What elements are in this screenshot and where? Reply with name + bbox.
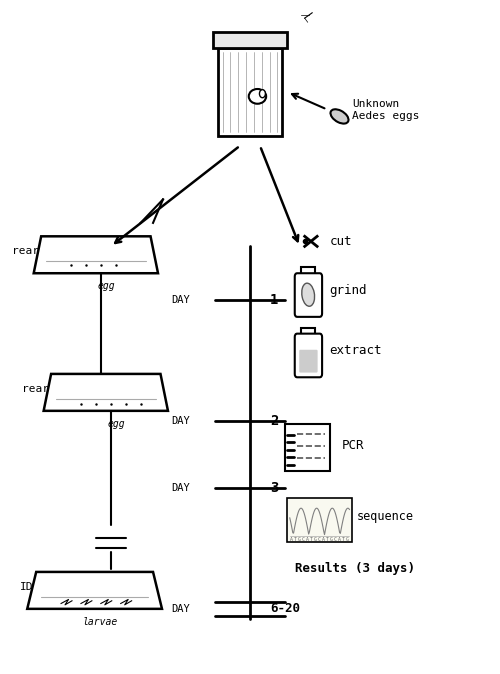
Text: 2: 2	[270, 414, 278, 428]
Text: T: T	[342, 537, 344, 542]
Text: 1: 1	[270, 293, 278, 307]
Text: T: T	[326, 537, 328, 542]
Text: A: A	[322, 537, 324, 542]
Text: C: C	[318, 537, 320, 542]
Polygon shape	[34, 237, 158, 273]
Text: 3: 3	[270, 481, 278, 495]
Text: DAY: DAY	[172, 416, 190, 426]
FancyBboxPatch shape	[295, 273, 322, 317]
Text: G: G	[298, 537, 300, 542]
Text: Results (3 days): Results (3 days)	[295, 562, 415, 575]
Text: grind: grind	[330, 284, 367, 297]
Ellipse shape	[302, 283, 314, 306]
Text: DAY: DAY	[172, 604, 190, 614]
Text: C: C	[334, 537, 336, 542]
Text: PCR: PCR	[342, 439, 364, 452]
Text: extract: extract	[330, 344, 382, 357]
Ellipse shape	[330, 109, 348, 123]
Text: A: A	[338, 537, 340, 542]
Text: C: C	[302, 537, 304, 542]
FancyBboxPatch shape	[295, 334, 322, 377]
Polygon shape	[27, 572, 162, 609]
Text: G: G	[346, 537, 348, 542]
Text: rear: rear	[22, 384, 48, 394]
Text: 6-20: 6-20	[270, 603, 300, 615]
Text: T: T	[294, 537, 296, 542]
Text: egg: egg	[108, 419, 126, 429]
FancyBboxPatch shape	[288, 498, 352, 542]
FancyBboxPatch shape	[301, 328, 315, 337]
Text: A: A	[306, 537, 308, 542]
FancyBboxPatch shape	[301, 267, 315, 276]
Ellipse shape	[249, 89, 266, 104]
Text: Unknown
Aedes eggs: Unknown Aedes eggs	[352, 99, 420, 121]
FancyBboxPatch shape	[218, 49, 282, 135]
Text: G: G	[330, 537, 332, 542]
Text: G: G	[314, 537, 316, 542]
Circle shape	[260, 90, 266, 98]
Polygon shape	[44, 374, 168, 411]
Text: larvae: larvae	[83, 617, 118, 627]
FancyBboxPatch shape	[299, 350, 318, 373]
Text: DAY: DAY	[172, 295, 190, 305]
Text: cut: cut	[330, 235, 352, 247]
Text: A: A	[290, 537, 292, 542]
Text: egg: egg	[98, 281, 116, 291]
FancyBboxPatch shape	[212, 32, 288, 49]
FancyBboxPatch shape	[285, 424, 330, 471]
Text: sequence: sequence	[357, 510, 414, 523]
Text: DAY: DAY	[172, 483, 190, 493]
Text: T: T	[310, 537, 312, 542]
Text: rear: rear	[12, 246, 38, 256]
Text: ID: ID	[20, 582, 34, 592]
